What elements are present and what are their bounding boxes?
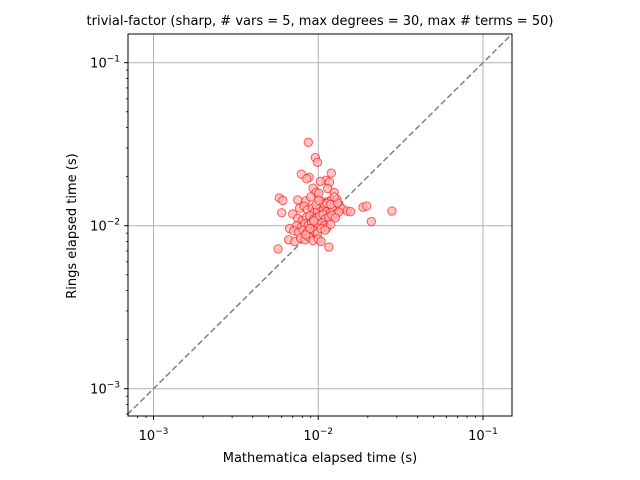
y-tick-label: 10−2 [90, 218, 120, 235]
x-tick-exponent: −2 [320, 427, 333, 437]
scatter-point [312, 157, 323, 167]
scatter-point [324, 242, 334, 252]
chart-title: trivial-factor (sharp, # vars = 5, max d… [87, 14, 554, 29]
y-tick-label: 10−1 [90, 55, 120, 72]
y-tick-exponent: −2 [107, 218, 120, 228]
y-tick-base: 10 [90, 220, 107, 235]
scatter-point [273, 244, 283, 254]
x-tick-label: 10−3 [139, 427, 169, 444]
scatter-point [301, 230, 311, 240]
y-tick-exponent: −3 [107, 381, 120, 391]
scatter-point [315, 176, 326, 187]
x-tick-base: 10 [139, 429, 156, 444]
x-axis-label: Mathematica elapsed time (s) [223, 451, 418, 466]
x-tick-label: 10−2 [303, 427, 333, 444]
plot-frame [127, 33, 513, 417]
scatter-point [316, 236, 326, 247]
scatter-point [277, 208, 287, 218]
scatter-point [320, 225, 330, 235]
y-tick-label: 10−3 [90, 381, 120, 398]
scatter-point [326, 168, 336, 178]
x-tick-exponent: −3 [155, 427, 168, 437]
x-tick-base: 10 [468, 429, 485, 444]
scatter-point [345, 206, 356, 217]
x-tick-label: 10−1 [468, 427, 498, 444]
y-tick-exponent: −1 [107, 55, 120, 65]
scatter-point [301, 174, 312, 184]
scatter-point [292, 195, 303, 205]
scatter-point [314, 195, 324, 206]
data-points [273, 137, 397, 254]
scatter-point [387, 206, 397, 216]
x-axis-ticks: 10−3 10−2 10−1 [137, 416, 498, 444]
scatter-point [278, 195, 288, 206]
diagonal-line [128, 34, 512, 416]
scatter-point [362, 201, 372, 211]
scatter-point [306, 192, 316, 202]
y-axis-ticks: 10−310−210−1 [90, 55, 128, 415]
scatter-point [303, 137, 313, 147]
x-tick-exponent: −1 [485, 427, 498, 437]
scatter-point [330, 212, 341, 223]
scatter-point [366, 216, 377, 227]
scatter-point [329, 192, 339, 202]
y-tick-base: 10 [90, 383, 107, 398]
scatter-point [326, 219, 336, 229]
scatter-point [309, 216, 319, 226]
y-axis-label: Rings elapsed time (s) [65, 153, 80, 298]
x-tick-base: 10 [303, 429, 320, 444]
y-tick-base: 10 [90, 57, 107, 72]
diagonal-reference [128, 34, 512, 416]
